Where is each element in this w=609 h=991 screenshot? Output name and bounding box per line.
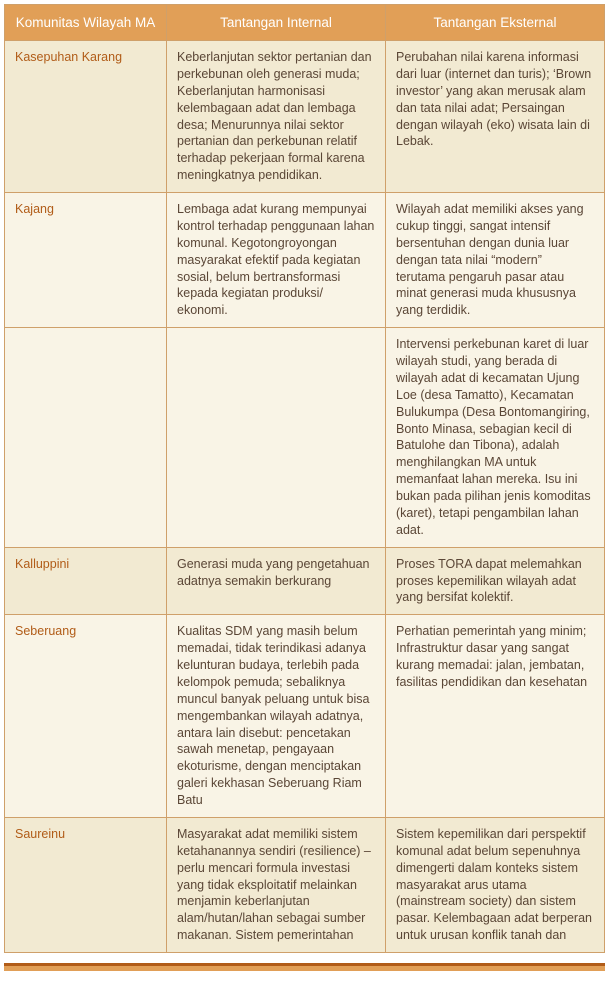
- challenges-table: Komunitas Wilayah MA Tantangan Internal …: [4, 4, 605, 953]
- community-name: Saureinu: [5, 817, 167, 952]
- community-name: Seberuang: [5, 615, 167, 818]
- table-row: Seberuang Kualitas SDM yang masih belum …: [5, 615, 605, 818]
- header-community: Komunitas Wilayah MA: [5, 5, 167, 41]
- header-row: Komunitas Wilayah MA Tantangan Internal …: [5, 5, 605, 41]
- internal-challenge: Keberlanjutan sektor pertanian dan perke…: [167, 41, 386, 193]
- header-internal: Tantangan Internal: [167, 5, 386, 41]
- table-body: Kasepuhan Karang Keberlanjutan sektor pe…: [5, 41, 605, 953]
- footer-divider: [4, 963, 605, 971]
- external-challenge: Proses TORA dapat melemahkan proses kepe…: [386, 547, 605, 615]
- external-challenge: Intervensi perkebunan karet di luar wila…: [386, 328, 605, 548]
- external-challenge: Wilayah adat memiliki akses yang cukup t…: [386, 193, 605, 328]
- page: Komunitas Wilayah MA Tantangan Internal …: [0, 0, 609, 991]
- community-name: [5, 328, 167, 548]
- header-external: Tantangan Eksternal: [386, 5, 605, 41]
- table-row: Kajang Lembaga adat kurang mempunyai kon…: [5, 193, 605, 328]
- table-row: Saureinu Masyarakat adat memiliki sistem…: [5, 817, 605, 952]
- internal-challenge: Generasi muda yang pengetahuan adatnya s…: [167, 547, 386, 615]
- external-challenge: Sistem kepemilikan dari perspektif komun…: [386, 817, 605, 952]
- community-name: Kajang: [5, 193, 167, 328]
- community-name: Kasepuhan Karang: [5, 41, 167, 193]
- community-name: Kalluppini: [5, 547, 167, 615]
- external-challenge: Perhatian pemerintah yang minim; Infrast…: [386, 615, 605, 818]
- table-row: Intervensi perkebunan karet di luar wila…: [5, 328, 605, 548]
- table-row: Kalluppini Generasi muda yang pengetahua…: [5, 547, 605, 615]
- external-challenge: Perubahan nilai karena informasi dari lu…: [386, 41, 605, 193]
- table-row: Kasepuhan Karang Keberlanjutan sektor pe…: [5, 41, 605, 193]
- internal-challenge: Masyarakat adat memiliki sistem ketahana…: [167, 817, 386, 952]
- internal-challenge: [167, 328, 386, 548]
- internal-challenge: Lembaga adat kurang mempunyai kontrol te…: [167, 193, 386, 328]
- internal-challenge: Kualitas SDM yang masih belum memadai, t…: [167, 615, 386, 818]
